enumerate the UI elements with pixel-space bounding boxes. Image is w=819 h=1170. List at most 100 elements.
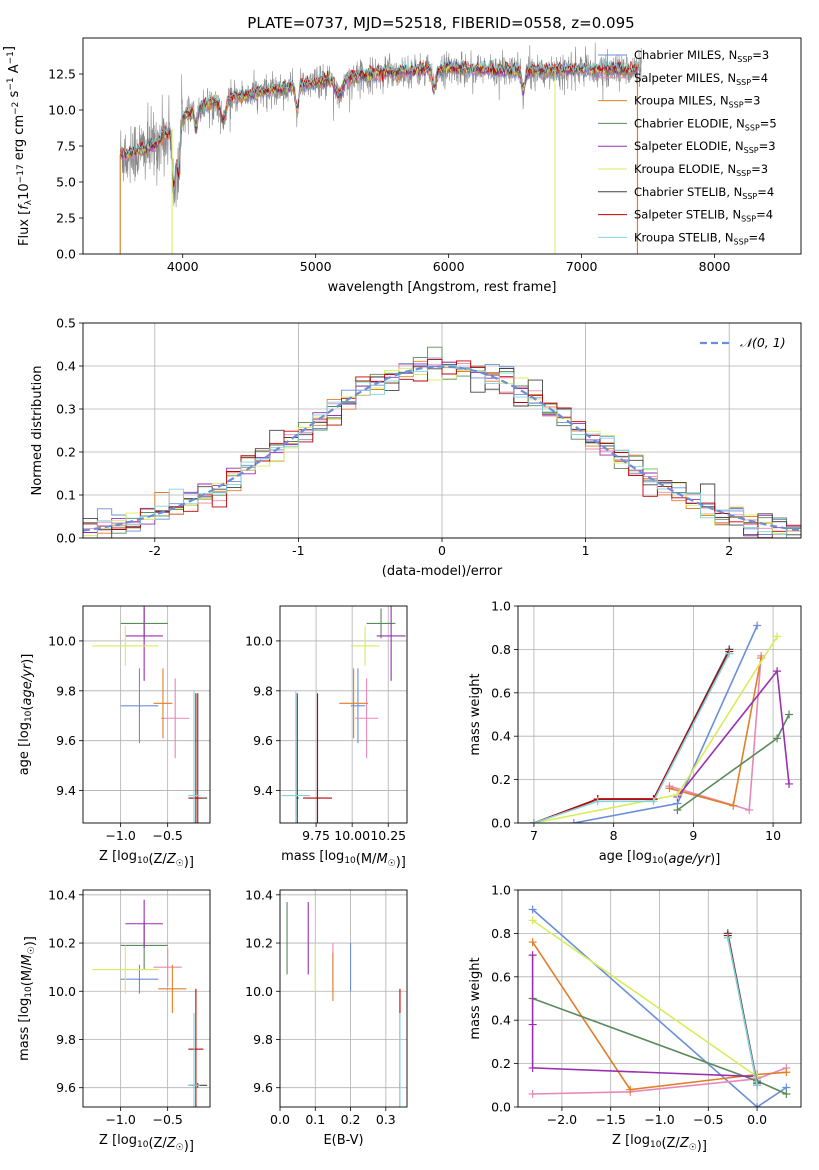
errorbar-point-6	[92, 625, 159, 666]
errorbar-point-3	[339, 668, 369, 739]
model-line-8	[119, 60, 638, 186]
weight-marker	[773, 734, 782, 743]
errorbar-point-1	[120, 668, 159, 744]
plot-marks	[286, 902, 401, 1107]
weight-marker	[673, 790, 682, 799]
y-tick-label: 10.2	[48, 936, 76, 951]
legend-entry: Salpeter ELODIE, NSSP=3	[634, 139, 776, 155]
weight-series-9	[723, 933, 762, 1090]
weight-marker	[782, 1089, 791, 1098]
y-tick-label: 9.6	[253, 733, 273, 748]
weight-marker	[723, 933, 732, 942]
panel-spectrum: 4000 5000 6000 7000 8000 0.0 2.5 5.0 7.5 10.0 12.5…	[2, 37, 802, 295]
spectrum-legend: Chabrier MILES, NSSP=3 Salpeter MILES, NS…	[598, 48, 777, 246]
panel-residuals: -2 -1 0 1 2 0.0 0.1 0.2 0.3 0.4 0.5 (data-model)/er…	[30, 316, 802, 579]
panel-mass-vs-ebv: 0.0 0.1 0.2 0.3 9.6 9.8 10.0 10.2 10.4 E(B-V)	[245, 887, 408, 1148]
y-tick-label: 9.4	[253, 783, 273, 798]
histogram-4	[83, 346, 801, 534]
y-tick-label: 9.8	[56, 683, 76, 698]
y-tick-label: 0.2	[491, 1056, 511, 1071]
x-tick-label: 1	[582, 543, 590, 558]
ticks: −2.0 −1.5 −1.0 −0.5 0.0 0.0 0.2 0.4 0.6 0.8 1.0	[491, 883, 767, 1128]
plot-area	[280, 890, 407, 1107]
panel-weight-vs-z: −2.0 −1.5 −1.0 −0.5 0.0 0.0 0.2 0.4 0.6 0.8 1.0 Z […	[468, 883, 802, 1154]
legend-entry: Kroupa STELIB, NSSP=4	[634, 230, 765, 246]
y-tick-label: 12.5	[48, 67, 76, 82]
legend-entry: 𝒩(0, 1)	[740, 335, 786, 350]
errorbar-point-8	[190, 693, 202, 823]
x-axis-label: mass [log10(M/M☉)]	[281, 849, 406, 870]
plot-marks	[92, 899, 208, 1107]
y-axis-label: Flux [fλ10−17 erg cm−2 s−1 A−1]	[2, 46, 34, 246]
x-tick-label: −1.5	[596, 1112, 626, 1127]
errorbar-point-5	[125, 606, 163, 681]
ticks: 0.0 0.1 0.2 0.3 9.6 9.8 10.0 10.2 10.4	[245, 887, 396, 1127]
y-tick-label: 9.8	[253, 683, 273, 698]
weight-marker	[528, 938, 537, 947]
model-line-9	[119, 59, 638, 182]
plot-marks	[281, 606, 406, 823]
x-axis-label: Z [log10(Z/Z☉)]	[99, 849, 194, 870]
plot-marks	[119, 42, 642, 254]
ticks: 9.75 10.00 10.25 9.4 9.6 9.8 10.0	[245, 633, 406, 843]
chart-panels: 4000 5000 6000 7000 80000.02.55.07.510.012.5…	[2, 37, 802, 1154]
weight-marker	[773, 667, 782, 676]
axes-frame	[82, 889, 211, 1108]
ticks: −1.0 −0.5 9.6 9.8 10.0 10.2 10.4	[48, 887, 183, 1127]
axes-frame	[279, 605, 408, 824]
weight-marker	[528, 1089, 537, 1098]
weight-marker	[593, 797, 602, 806]
y-tick-label: 10.0	[245, 984, 273, 999]
x-tick-label: 9	[689, 828, 697, 843]
x-tick-label: 7	[530, 828, 538, 843]
weight-marker	[785, 710, 794, 719]
y-tick-label: 5.0	[56, 175, 76, 190]
y-tick-label: 10.0	[245, 633, 273, 648]
y-tick-label: 10.4	[48, 887, 76, 902]
plot-area	[83, 606, 210, 823]
y-tick-label: 0.2	[56, 445, 76, 460]
y-tick-label: 0.2	[491, 772, 511, 787]
weight-marker	[528, 905, 537, 914]
histogram-6	[83, 367, 801, 537]
legend-entry: Chabrier STELIB, NSSP=4	[634, 185, 774, 201]
errorbar-point-3	[158, 964, 187, 1013]
x-tick-label: -1	[292, 543, 304, 558]
y-axis-label: mass [log10(M/M☉)]	[17, 936, 38, 1061]
x-axis-label: wavelength [Angstrom, rest frame]	[328, 280, 557, 295]
plot-area	[280, 606, 407, 823]
y-tick-label: 9.6	[56, 733, 76, 748]
x-tick-label: 0.0	[747, 1112, 767, 1127]
weight-marker	[528, 1063, 537, 1072]
y-tick-label: 7.5	[56, 139, 76, 154]
errorbar-point-9	[281, 690, 311, 823]
weight-marker	[569, 819, 578, 823]
weight-series-9	[529, 649, 734, 823]
y-axis-label: age [log10(age/yr)]	[17, 654, 35, 776]
x-axis-label: (data-model)/error	[382, 564, 503, 579]
weight-marker	[529, 819, 538, 823]
x-tick-label: 7000	[566, 259, 598, 274]
y-tick-label: 0.4	[56, 359, 76, 374]
axes-frame	[279, 889, 408, 1108]
y-tick-label: 9.8	[56, 1032, 76, 1047]
plot-marks	[92, 606, 208, 823]
errorbar-point-8	[303, 693, 332, 823]
x-tick-label: 10.00	[334, 828, 370, 843]
plot-marks	[529, 621, 794, 823]
weight-marker	[785, 779, 794, 788]
legend-entry: Chabrier ELODIE, NSSP=5	[634, 116, 777, 132]
y-tick-label: 0.6	[491, 685, 511, 700]
y-axis-label: mass weight	[468, 673, 483, 755]
weight-line	[727, 937, 758, 1086]
panel-age-vs-mass: 9.75 10.00 10.25 9.4 9.6 9.8 10.0 mass [log10(M…	[245, 605, 408, 870]
y-tick-label: 0.8	[491, 926, 511, 941]
legend-entry: Salpeter STELIB, NSSP=4	[634, 208, 773, 224]
axes-frame	[82, 605, 211, 824]
gridlines	[280, 606, 407, 823]
y-tick-label: 10.0	[48, 103, 76, 118]
weight-series-4	[673, 710, 794, 814]
weight-marker	[745, 805, 754, 814]
gridlines	[83, 890, 210, 1107]
y-tick-label: 9.4	[56, 783, 76, 798]
